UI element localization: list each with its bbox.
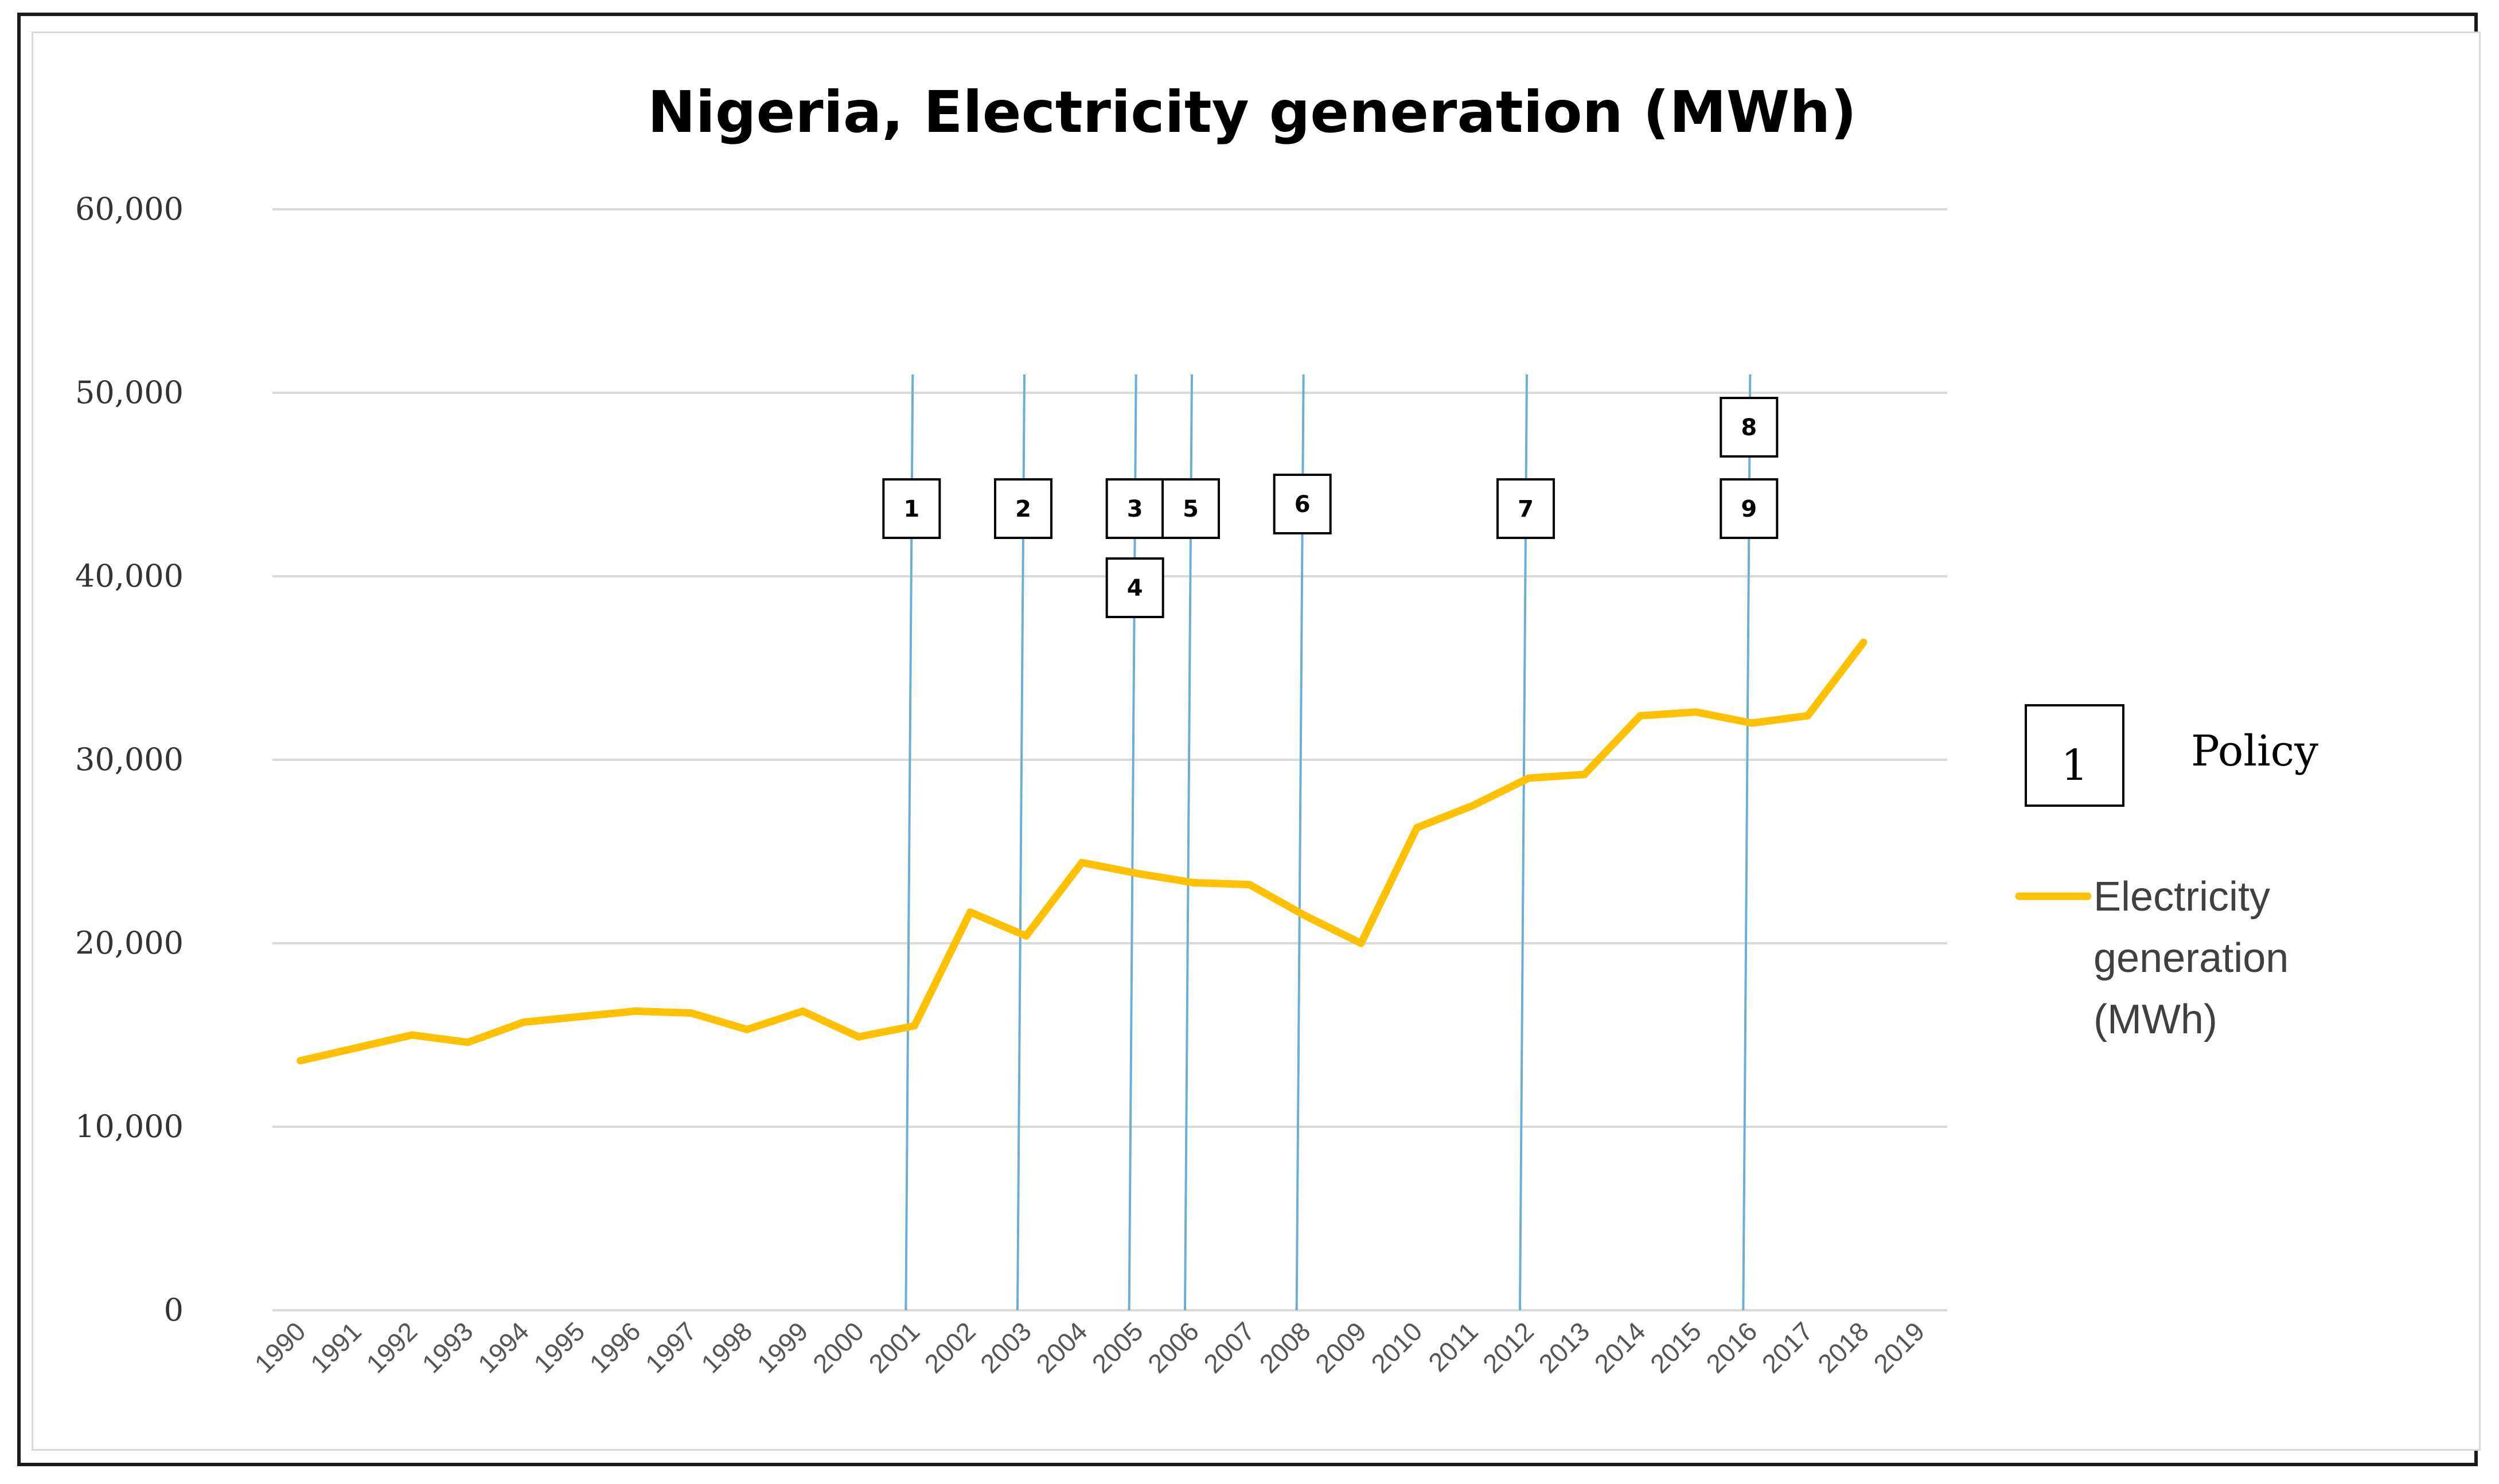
x-tick-label: 1996 (584, 1316, 646, 1378)
policy-marker-label: 3 (1127, 496, 1143, 522)
policy-marker-box (1496, 478, 1555, 539)
policy-marker-7: 7 (1496, 478, 1555, 539)
policy-marker-label: 1 (903, 496, 919, 522)
x-tick-label: 2001 (863, 1316, 925, 1378)
policy-marker-8: 8 (1720, 397, 1779, 458)
x-tick-label: 2009 (1309, 1316, 1372, 1378)
y-tick-label: 40,000 (75, 558, 184, 594)
x-tick-label: 1993 (416, 1316, 479, 1378)
y-tick-label: 30,000 (75, 741, 184, 778)
x-tick-label: 2007 (1198, 1316, 1260, 1378)
x-tick-label: 2012 (1477, 1316, 1539, 1378)
policy-marker-label: 8 (1741, 415, 1757, 441)
chart-title: Nigeria, Electricity generation (MWh) (648, 79, 1857, 146)
policy-marker-5: 5 (1161, 478, 1220, 539)
policy-marker-box (1720, 478, 1779, 539)
policy-marker-box (1161, 478, 1220, 539)
x-tick-label: 2019 (1868, 1316, 1930, 1378)
x-tick-label: 1995 (528, 1316, 590, 1378)
x-tick-label: 1992 (360, 1316, 423, 1378)
x-tick-label: 2016 (1700, 1316, 1763, 1378)
x-tick-label: 1990 (249, 1316, 311, 1378)
legend: 1 Policy Electricity generation (MWh) (2015, 704, 2318, 1042)
policy-marker-1: 1 (882, 478, 941, 539)
x-tick-label: 2005 (1086, 1316, 1149, 1378)
legend-policy-box-symbol (2025, 704, 2124, 807)
x-tick-label: 1998 (695, 1316, 758, 1378)
policy-marker-3: 3 (1105, 478, 1164, 539)
x-tick-label: 1994 (472, 1316, 535, 1378)
policy-marker-label: 4 (1127, 575, 1143, 602)
y-tick-label: 50,000 (75, 374, 184, 411)
y-tick-label: 60,000 (75, 191, 184, 227)
legend-series-label-line-2: generation (2093, 935, 2289, 981)
x-tick-label: 2017 (1756, 1316, 1819, 1378)
x-axis-tick-labels: 1990199119921993199419951996199719981999… (249, 1316, 1931, 1378)
x-tick-label: 2008 (1254, 1316, 1316, 1378)
policy-marker-4: 4 (1105, 557, 1164, 618)
policy-marker-9: 9 (1720, 478, 1779, 539)
y-tick-label: 20,000 (75, 925, 184, 961)
x-tick-label: 2002 (919, 1316, 981, 1378)
policy-marker-box (994, 478, 1052, 539)
policy-marker-label: 2 (1015, 496, 1031, 522)
y-axis-tick-labels: 0 10,000 20,000 30,000 40,000 50,000 60,000 (75, 191, 184, 1328)
policy-marker-box (1720, 397, 1779, 458)
policy-marker-label: 5 (1183, 496, 1199, 522)
policy-marker-box (882, 478, 941, 539)
policy-marker-6: 6 (1273, 474, 1332, 534)
x-tick-label: 1999 (751, 1316, 814, 1378)
x-tick-label: 2010 (1365, 1316, 1428, 1378)
x-tick-label: 2018 (1812, 1316, 1874, 1378)
gridlines (272, 208, 1947, 1311)
policy-marker-label: 6 (1295, 491, 1311, 518)
x-tick-label: 2003 (974, 1316, 1037, 1378)
x-tick-label: 2006 (1142, 1316, 1204, 1378)
x-tick-label: 2013 (1533, 1316, 1595, 1378)
x-tick-label: 2014 (1589, 1316, 1651, 1378)
x-tick-label: 2000 (807, 1316, 870, 1378)
policy-marker-box (1273, 474, 1332, 534)
policy-markers: 1 2 3 4 5 6 7 8 9 (882, 397, 1779, 618)
x-tick-label: 1991 (305, 1316, 367, 1378)
legend-policy-box-number: 1 (2061, 741, 2088, 790)
policy-marker-label: 7 (1518, 496, 1534, 522)
legend-series-label-line-3: (MWh) (2093, 997, 2217, 1042)
x-tick-label: 2011 (1422, 1316, 1484, 1377)
legend-policy-label: Policy (2191, 727, 2318, 776)
y-tick-label: 10,000 (75, 1108, 184, 1145)
x-tick-label: 2015 (1644, 1316, 1707, 1378)
y-tick-label: 0 (164, 1292, 184, 1328)
policy-marker-2: 2 (994, 478, 1052, 539)
x-tick-label: 1997 (640, 1316, 702, 1378)
legend-series-label-line-1: Electricity (2093, 874, 2270, 920)
policy-marker-label: 9 (1741, 496, 1757, 522)
x-tick-label: 2004 (1030, 1316, 1093, 1378)
policy-marker-box (1105, 557, 1164, 618)
series-line-electricity-generation (297, 638, 1868, 1065)
